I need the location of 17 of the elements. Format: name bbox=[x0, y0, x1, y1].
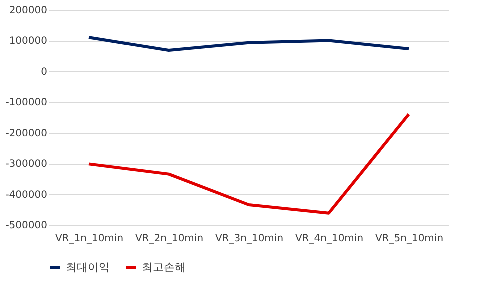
legend-label: 최대이익 bbox=[66, 260, 110, 274]
x-tick-label: VR_2n_10min bbox=[135, 234, 204, 244]
x-tick-label: VR_3n_10min bbox=[215, 234, 284, 244]
legend-label: 최고손해 bbox=[142, 260, 186, 274]
x-tick-label: VR_5n_10min bbox=[375, 234, 444, 244]
y-tick-label: -100000 bbox=[6, 98, 48, 109]
y-tick-label: -400000 bbox=[6, 190, 48, 201]
line-series bbox=[88, 112, 410, 215]
x-tick-label: VR_4n_10min bbox=[295, 234, 364, 244]
y-tick-label: -300000 bbox=[6, 159, 48, 170]
y-tick-label: 0 bbox=[41, 66, 48, 78]
line-series bbox=[88, 36, 410, 52]
y-tick-label: 100000 bbox=[9, 36, 48, 48]
y-tick-label: 200000 bbox=[9, 6, 48, 16]
x-tick-label: VR_1n_10min bbox=[55, 234, 124, 244]
y-tick-label: -500000 bbox=[6, 220, 48, 232]
y-tick-label: -200000 bbox=[6, 128, 48, 140]
